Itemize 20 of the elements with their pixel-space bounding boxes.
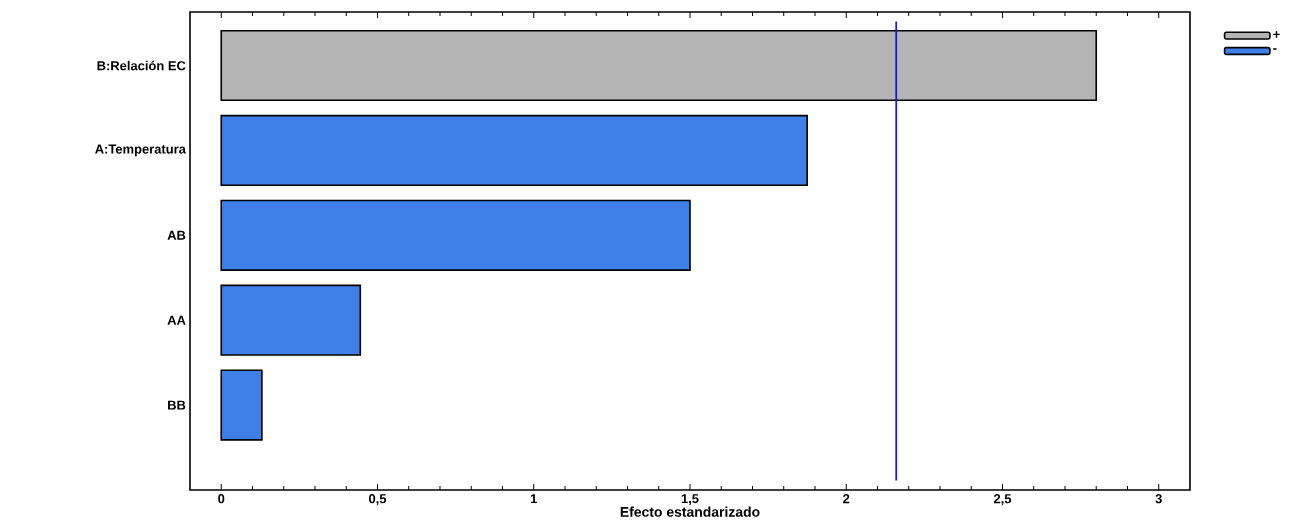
x-tick-label: 0 bbox=[218, 494, 225, 504]
bar bbox=[220, 199, 691, 271]
x-tick-label: 1 bbox=[530, 494, 537, 504]
y-tick-label: AA bbox=[167, 315, 186, 325]
y-tick-label: A:Temperatura bbox=[95, 144, 186, 157]
x-axis-title: Efecto estandarizado bbox=[620, 506, 760, 517]
bar bbox=[220, 369, 263, 441]
x-tick-label: 3 bbox=[1155, 494, 1162, 504]
bar bbox=[220, 284, 362, 356]
y-tick-label: B:Relación EC bbox=[97, 60, 186, 71]
x-tick-label: 2 bbox=[843, 494, 850, 504]
x-tick-label: 2,5 bbox=[993, 494, 1012, 506]
legend-label: - bbox=[1273, 48, 1277, 50]
x-tick-label: 1,5 bbox=[681, 494, 699, 506]
y-tick-label: BB bbox=[168, 400, 186, 410]
bar bbox=[220, 114, 808, 186]
x-tick-label: 0,5 bbox=[369, 494, 387, 506]
y-tick-label: AB bbox=[167, 230, 186, 240]
legend-label: + bbox=[1273, 31, 1280, 38]
bar bbox=[220, 29, 1098, 102]
